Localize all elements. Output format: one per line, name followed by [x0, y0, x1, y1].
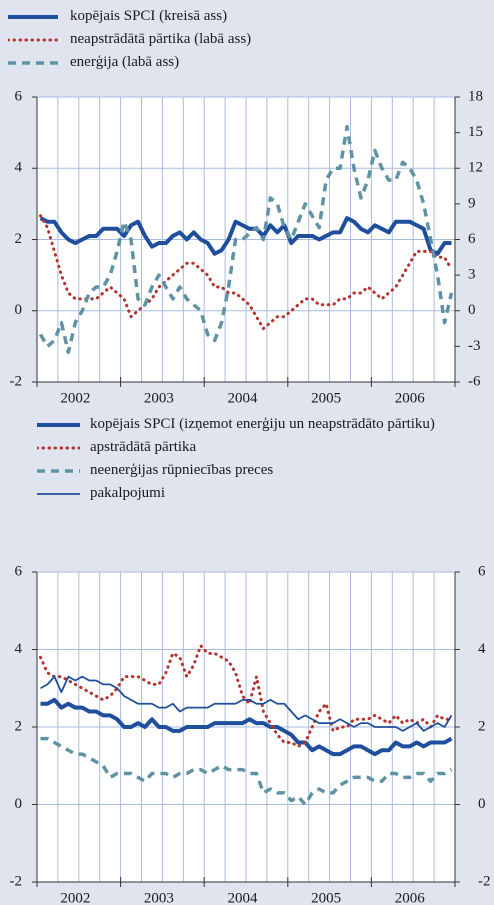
x-tick-label: 2004	[228, 390, 259, 406]
series-line	[40, 736, 453, 807]
legend-label: kopējais SPCI (kreisā ass)	[70, 8, 228, 24]
y2-tick-label: 6	[468, 231, 476, 247]
y2-tick-label: 0	[468, 302, 476, 318]
legend-label: enerģija (labā ass)	[70, 54, 180, 70]
y2-tick-label: 2	[478, 718, 486, 734]
legend-item: kopējais SPCI (izņemot enerģiju un neaps…	[37, 416, 487, 433]
y2-tick-label: 9	[468, 195, 476, 211]
legend-label: neenerģijas rūpniecības preces	[90, 462, 274, 478]
x-tick-label: 2006	[395, 390, 426, 406]
legend-item: kopējais SPCI (kreisā ass)	[8, 8, 488, 25]
y2-tick-label: 6	[478, 563, 486, 579]
legend-item: apstrādātā pārtika	[37, 439, 487, 456]
y-tick-label: 4	[15, 641, 23, 657]
y-tick-label: 2	[15, 231, 23, 247]
series-line	[39, 216, 452, 256]
x-tick-label: 2005	[311, 890, 341, 905]
legend-swatch	[37, 446, 80, 450]
y-tick-label: 6	[15, 563, 23, 579]
x-tick-label: 2003	[144, 390, 174, 406]
y2-tick-label: -3	[468, 338, 481, 354]
legend-item: neenerģijas rūpniecības preces	[37, 462, 487, 479]
series-line	[38, 214, 454, 331]
legend-item: pakalpojumi	[37, 485, 487, 502]
x-tick-label: 2002	[60, 890, 90, 905]
legend-item: enerģija (labā ass)	[8, 54, 488, 71]
series-line	[38, 124, 454, 355]
legend-swatch	[37, 469, 80, 473]
legend-label: neapstrādātā pārtika (labā ass)	[70, 31, 252, 47]
legend-label: apstrādātā pārtika	[90, 439, 197, 455]
y2-tick-label: 3	[468, 267, 476, 283]
legend: kopējais SPCI (izņemot enerģiju un neaps…	[37, 416, 487, 508]
legend-item: neapstrādātā pārtika (labā ass)	[8, 31, 488, 48]
y2-tick-label: 18	[468, 88, 483, 104]
y-tick-label: -2	[10, 873, 23, 889]
y2-tick-label: 4	[478, 641, 486, 657]
y2-tick-label: 0	[478, 796, 486, 812]
x-tick-label: 2006	[395, 890, 426, 905]
series-line	[40, 697, 453, 757]
series-line	[40, 675, 453, 732]
legend-swatch	[8, 15, 58, 19]
y-tick-label: -2	[10, 373, 23, 389]
x-tick-label: 2003	[144, 890, 174, 905]
legend-swatch	[8, 38, 58, 42]
y2-tick-label: -6	[468, 373, 481, 389]
x-tick-label: 2004	[228, 890, 259, 905]
y-tick-label: 2	[15, 718, 23, 734]
legend-swatch	[37, 423, 80, 427]
legend-label: kopējais SPCI (izņemot enerģiju un neaps…	[90, 416, 435, 432]
x-tick-label: 2005	[311, 390, 341, 406]
legend-swatch	[37, 493, 80, 495]
y-tick-label: 0	[15, 796, 23, 812]
y-tick-label: 6	[15, 88, 23, 104]
y2-tick-label: 15	[468, 124, 483, 140]
legend: kopējais SPCI (kreisā ass) neapstrādātā p…	[8, 8, 488, 77]
y-tick-label: 0	[15, 302, 23, 318]
legend-swatch	[8, 61, 58, 65]
y2-tick-label: 12	[468, 160, 483, 176]
y-tick-label: 4	[15, 160, 23, 176]
x-tick-label: 2002	[60, 390, 90, 406]
y2-tick-label: -2	[478, 873, 491, 889]
legend-label: pakalpojumi	[90, 485, 165, 501]
